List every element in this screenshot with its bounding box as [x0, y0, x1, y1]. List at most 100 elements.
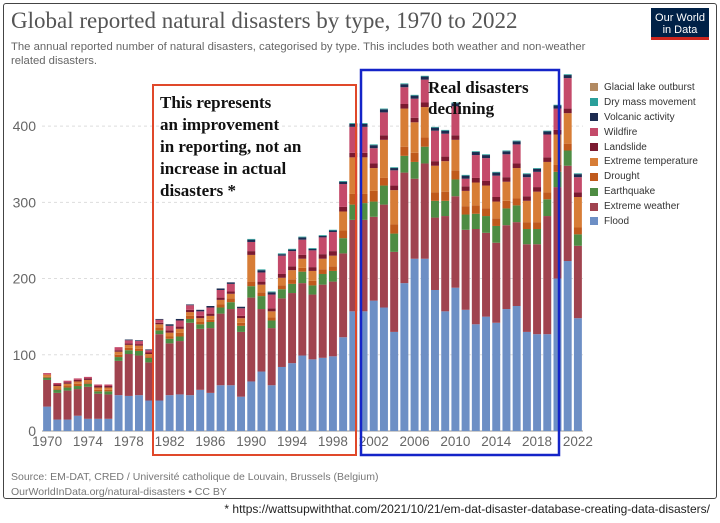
bar-segment-landslide: [247, 251, 256, 255]
legend-swatch: [590, 83, 598, 92]
bar-segment-dry-mass-movement: [502, 150, 511, 152]
bar-segment-wildfire: [390, 170, 399, 186]
bar-segment-earthquake: [461, 214, 470, 230]
bar-segment-earthquake: [502, 208, 511, 226]
bar-segment-extreme-weather: [451, 196, 460, 288]
legend-item[interactable]: Extreme temperature: [590, 154, 698, 169]
bar-segment-wildfire: [318, 237, 327, 255]
legend-item[interactable]: Glacial lake outburst: [590, 80, 698, 95]
bar-segment-extreme-weather: [124, 354, 133, 396]
legend-item[interactable]: Earthquake: [590, 184, 698, 199]
y-tick-label: 400: [13, 118, 37, 134]
bar-segment-dry-mass-movement: [379, 108, 388, 110]
legend-item[interactable]: Dry mass movement: [590, 95, 698, 110]
bar-segment-landslide: [553, 129, 562, 135]
bar-segment-landslide: [573, 192, 582, 197]
legend-item[interactable]: Volcanic activity: [590, 110, 698, 125]
owid-logo[interactable]: Our World in Data: [651, 8, 709, 40]
bar-segment-dry-mass-movement: [563, 74, 572, 76]
bar-segment-wildfire: [53, 382, 62, 385]
bar-segment-extreme-temperature: [267, 311, 276, 318]
x-tick-label: 1982: [155, 434, 185, 449]
bar-segment-flood: [134, 395, 143, 431]
bar-segment-drought: [165, 336, 174, 339]
bar-segment-flood: [104, 418, 113, 431]
bar-segment-landslide: [257, 281, 266, 285]
bar-segment-earthquake: [482, 216, 491, 233]
bar-segment-extreme-weather: [257, 309, 266, 372]
legend-swatch: [590, 172, 598, 181]
legend-swatch: [590, 187, 598, 196]
bar-segment-volcanic-activity: [237, 306, 246, 309]
bar-segment-extreme-weather: [492, 242, 501, 323]
bar-segment-flood: [43, 406, 52, 431]
bar-segment-wildfire: [237, 308, 246, 316]
bar-segment-flood: [124, 395, 133, 431]
bar-segment-dry-mass-movement: [522, 173, 531, 175]
bar-segment-landslide: [165, 330, 174, 333]
source-line-1: Source: EM-DAT, CRED / Université cathol…: [11, 471, 379, 483]
bar-segment-flood: [573, 318, 582, 431]
bar-segment-dry-mass-movement: [543, 130, 552, 132]
bar-segment-volcanic-activity: [328, 230, 337, 233]
legend-item[interactable]: Wildfire: [590, 125, 698, 140]
legend-item[interactable]: Drought: [590, 169, 698, 184]
bar-segment-wildfire: [277, 255, 286, 274]
bar-segment-volcanic-activity: [298, 237, 307, 240]
bar-segment-wildfire: [134, 341, 143, 345]
legend-item[interactable]: Flood: [590, 214, 698, 229]
bar-segment-extreme-weather: [318, 284, 327, 358]
bar-segment-drought: [277, 285, 286, 290]
bar-segment-extreme-weather: [308, 294, 317, 360]
x-tick-label: 1998: [318, 434, 348, 449]
legend-swatch: [590, 202, 598, 211]
bar-segment-drought: [216, 304, 225, 308]
bar-segment-earthquake: [134, 350, 143, 356]
bar-segment-flood: [196, 389, 205, 431]
legend-item[interactable]: Extreme weather: [590, 199, 698, 214]
bar-segment-landslide: [461, 186, 470, 191]
bar-segment-extreme-temperature: [104, 387, 113, 390]
bar-segment-landslide: [522, 196, 531, 201]
bar-segment-wildfire: [288, 251, 297, 267]
bar-segment-landslide: [83, 378, 92, 380]
bar-segment-wildfire: [451, 106, 460, 136]
bar-segment-extreme-weather: [522, 244, 531, 332]
bar-segment-dry-mass-movement: [339, 180, 348, 182]
bar-segment-volcanic-activity: [196, 309, 205, 312]
bar-segment-drought: [543, 192, 552, 200]
footnote-url[interactable]: * https://wattsupwiththat.com/2021/10/21…: [224, 502, 710, 516]
bar-segment-landslide: [441, 156, 450, 162]
bar-segment-drought: [573, 227, 582, 235]
bar-segment-wildfire: [73, 378, 82, 380]
source-line-2[interactable]: OurWorldInData.org/natural-disasters • C…: [11, 486, 227, 498]
bar-segment-volcanic-activity: [247, 239, 256, 242]
bar-segment-earthquake: [288, 283, 297, 294]
bar-segment-volcanic-activity: [124, 339, 133, 341]
bar-segment-landslide: [410, 117, 419, 123]
bar-segment-dry-mass-movement: [277, 253, 286, 255]
bar-segment-earthquake: [318, 273, 327, 285]
bar-segment-drought: [63, 386, 72, 388]
bar-segment-extreme-temperature: [390, 190, 399, 225]
bar-segment-earthquake: [124, 350, 133, 355]
bar-segment-wildfire: [104, 384, 113, 387]
bar-segment-landslide: [237, 315, 246, 319]
bar-segment-landslide: [134, 344, 143, 346]
bar-segment-volcanic-activity: [206, 305, 215, 308]
bar-segment-drought: [83, 382, 92, 384]
legend-item[interactable]: Landslide: [590, 140, 698, 155]
bar-segment-drought: [73, 383, 82, 387]
bar-segment-drought: [471, 205, 480, 214]
bar-segment-extreme-weather: [339, 253, 348, 338]
y-tick-label: 0: [28, 423, 36, 439]
bar-segment-landslide: [543, 157, 552, 162]
bar-segment-earthquake: [298, 271, 307, 284]
bar-segment-wildfire: [339, 184, 348, 207]
y-tick-label: 100: [13, 347, 37, 363]
bar-segment-wildfire: [226, 283, 235, 292]
x-tick-label: 1978: [114, 434, 144, 449]
bar-segment-extreme-weather: [512, 222, 521, 306]
bar-segment-drought: [114, 354, 123, 358]
bar-segment-earthquake: [43, 377, 52, 380]
